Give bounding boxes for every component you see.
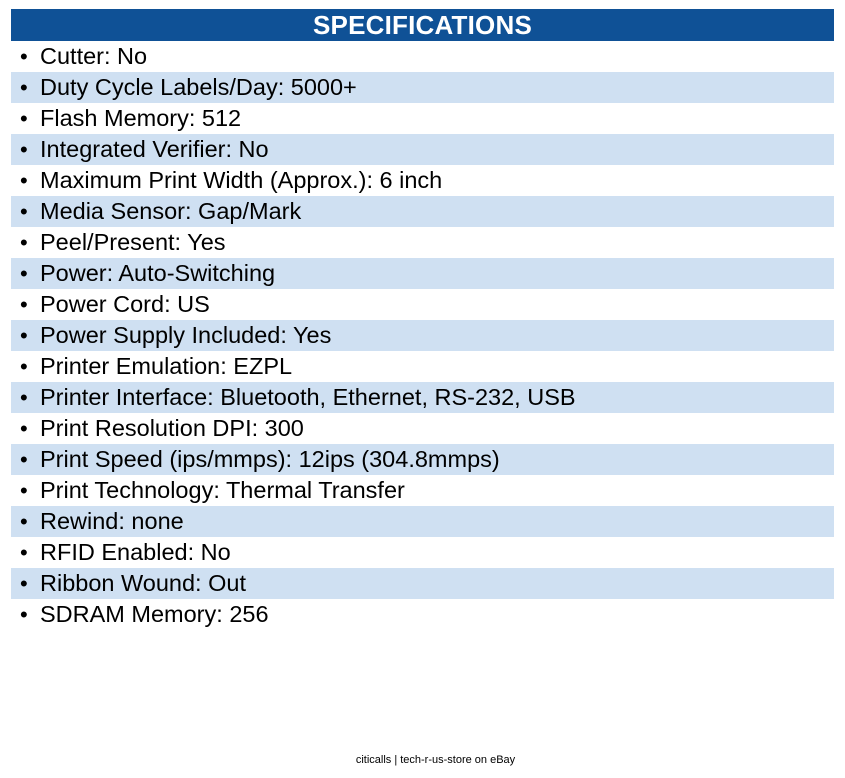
spec-text: Maximum Print Width (Approx.): 6 inch [40, 167, 443, 193]
spec-row: • Print Technology: Thermal Transfer [11, 475, 834, 506]
bullet-icon: • [20, 447, 28, 472]
spec-text: Integrated Verifier: No [40, 136, 269, 162]
bullet-icon: • [20, 385, 28, 410]
spec-row: • Print Resolution DPI: 300 [11, 413, 834, 444]
spec-text: Power Cord: US [40, 291, 210, 317]
bullet-icon: • [20, 478, 28, 503]
bullet-icon: • [20, 137, 28, 162]
spec-text: Print Technology: Thermal Transfer [40, 477, 405, 503]
spec-row: • Printer Interface: Bluetooth, Ethernet,… [11, 382, 834, 413]
spec-text: Duty Cycle Labels/Day: 5000+ [40, 74, 357, 100]
spec-row: • Maximum Print Width (Approx.): 6 inch [11, 165, 834, 196]
spec-text: Cutter: No [40, 43, 148, 69]
spec-row: • SDRAM Memory: 256 [11, 599, 834, 630]
bullet-icon: • [20, 354, 28, 379]
bullet-icon: • [20, 571, 28, 596]
bullet-icon: • [20, 292, 28, 317]
bullet-icon: • [20, 199, 28, 224]
specifications-header: SPECIFICATIONS [11, 9, 834, 41]
specifications-list: • Cutter: No • Duty Cycle Labels/Day: 5000… [11, 41, 834, 630]
spec-row: • Power Cord: US [11, 289, 834, 320]
spec-row: • Ribbon Wound: Out [11, 568, 834, 599]
spec-text: RFID Enabled: No [40, 539, 231, 565]
spec-text: Power: Auto-Switching [40, 260, 276, 286]
spec-row: • Flash Memory: 512 [11, 103, 834, 134]
bullet-icon: • [20, 261, 28, 286]
bullet-icon: • [20, 540, 28, 565]
bullet-icon: • [20, 75, 28, 100]
spec-text: Flash Memory: 512 [40, 105, 242, 131]
spec-text: Peel/Present: Yes [40, 229, 226, 255]
spec-row: • Media Sensor: Gap/Mark [11, 196, 834, 227]
bullet-icon: • [20, 44, 28, 69]
spec-text: Printer Interface: Bluetooth, Ethernet, … [40, 384, 576, 410]
bullet-icon: • [20, 509, 28, 534]
bullet-icon: • [20, 602, 28, 627]
spec-row: • Integrated Verifier: No [11, 134, 834, 165]
spec-row: • Print Speed (ips/mmps): 12ips (304.8mmp… [11, 444, 834, 475]
spec-row: • RFID Enabled: No [11, 537, 834, 568]
spec-row: • Peel/Present: Yes [11, 227, 834, 258]
spec-text: Print Speed (ips/mmps): 12ips (304.8mmps… [40, 446, 500, 472]
spec-text: Rewind: none [40, 508, 184, 534]
spec-text: Ribbon Wound: Out [40, 570, 246, 596]
spec-text: Power Supply Included: Yes [40, 322, 332, 348]
bullet-icon: • [20, 323, 28, 348]
spec-text: Media Sensor: Gap/Mark [40, 198, 302, 224]
spec-text: Printer Emulation: EZPL [40, 353, 293, 379]
bullet-icon: • [20, 106, 28, 131]
footer-credit: citicalls | tech-r-us-store on eBay [355, 754, 516, 766]
bullet-icon: • [20, 230, 28, 255]
spec-row: • Rewind: none [11, 506, 834, 537]
spec-row: • Cutter: No [11, 41, 834, 72]
spec-text: SDRAM Memory: 256 [40, 601, 269, 627]
spec-text: Print Resolution DPI: 300 [40, 415, 304, 441]
bullet-icon: • [20, 168, 28, 193]
spec-row: • Printer Emulation: EZPL [11, 351, 834, 382]
spec-row: • Power: Auto-Switching [11, 258, 834, 289]
spec-row: • Power Supply Included: Yes [11, 320, 834, 351]
spec-row: • Duty Cycle Labels/Day: 5000+ [11, 72, 834, 103]
bullet-icon: • [20, 416, 28, 441]
